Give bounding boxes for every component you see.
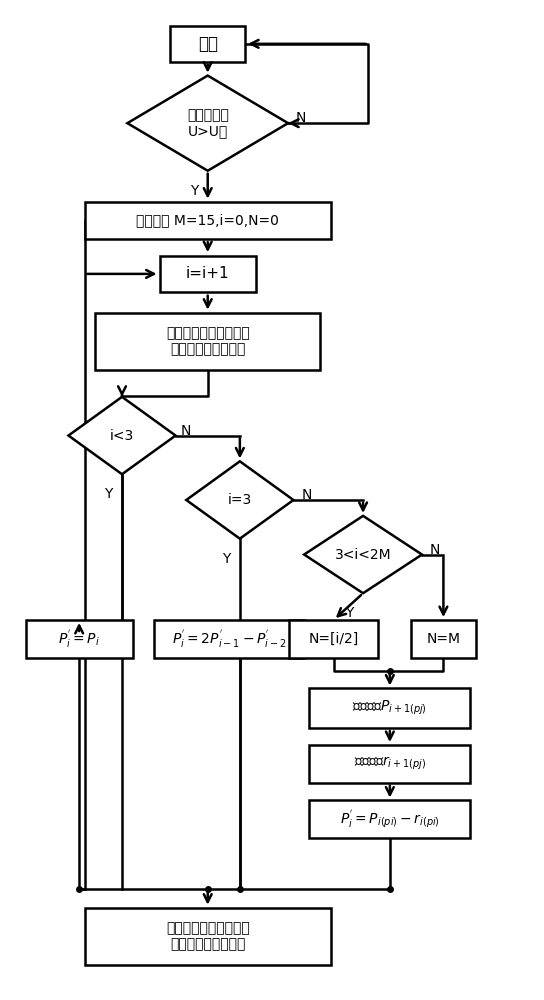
- Bar: [95, 313, 320, 370]
- Text: Y: Y: [104, 487, 113, 501]
- Polygon shape: [304, 516, 422, 593]
- Text: 预测值效率变换后给逆
变器作为功率输出值: 预测值效率变换后给逆 变器作为功率输出值: [166, 921, 250, 951]
- Text: N: N: [296, 111, 306, 125]
- Polygon shape: [69, 397, 176, 474]
- Polygon shape: [127, 76, 288, 171]
- Text: Y: Y: [222, 552, 231, 566]
- Text: 光伏电压侧
U>U起: 光伏电压侧 U>U起: [187, 108, 228, 138]
- Text: 3<i<2M: 3<i<2M: [335, 548, 391, 562]
- Bar: [310, 745, 470, 783]
- Text: N: N: [301, 488, 312, 502]
- Bar: [289, 620, 378, 658]
- Polygon shape: [186, 461, 293, 539]
- Text: N: N: [430, 543, 441, 557]
- Text: 开始: 开始: [197, 35, 218, 53]
- Bar: [170, 26, 245, 62]
- Text: 加入修正$r_{i+1(pj)}$: 加入修正$r_{i+1(pj)}$: [354, 755, 426, 772]
- Bar: [84, 202, 331, 239]
- Text: N=M: N=M: [426, 632, 460, 646]
- Bar: [154, 620, 304, 658]
- Text: i=i+1: i=i+1: [186, 266, 230, 281]
- Text: 采集光伏电压、电流数
据，计算得到功率值: 采集光伏电压、电流数 据，计算得到功率值: [166, 326, 250, 356]
- Text: $P_i^{'}=P_i$: $P_i^{'}=P_i$: [58, 628, 100, 650]
- Bar: [26, 620, 133, 658]
- Text: 计算得到$P_{i+1(pj)}$: 计算得到$P_{i+1(pj)}$: [353, 699, 427, 717]
- Text: Y: Y: [190, 184, 199, 198]
- Text: 设定初值 M=15,i=0,N=0: 设定初值 M=15,i=0,N=0: [137, 213, 279, 227]
- Bar: [411, 620, 475, 658]
- Text: $P_i^{'}=P_{i(pi)}-r_{i(pi)}$: $P_i^{'}=P_{i(pi)}-r_{i(pi)}$: [340, 808, 440, 830]
- Text: N: N: [181, 424, 191, 438]
- Text: $P_i^{'}=2P_{i-1}^{'}-P_{i-2}^{'}$: $P_i^{'}=2P_{i-1}^{'}-P_{i-2}^{'}$: [172, 628, 287, 650]
- Bar: [159, 256, 256, 292]
- Bar: [84, 908, 331, 965]
- Text: i<3: i<3: [110, 429, 134, 443]
- Bar: [310, 800, 470, 838]
- Bar: [310, 688, 470, 728]
- Text: i=3: i=3: [228, 493, 252, 507]
- Text: N=[i/2]: N=[i/2]: [308, 632, 358, 646]
- Text: Y: Y: [345, 606, 354, 620]
